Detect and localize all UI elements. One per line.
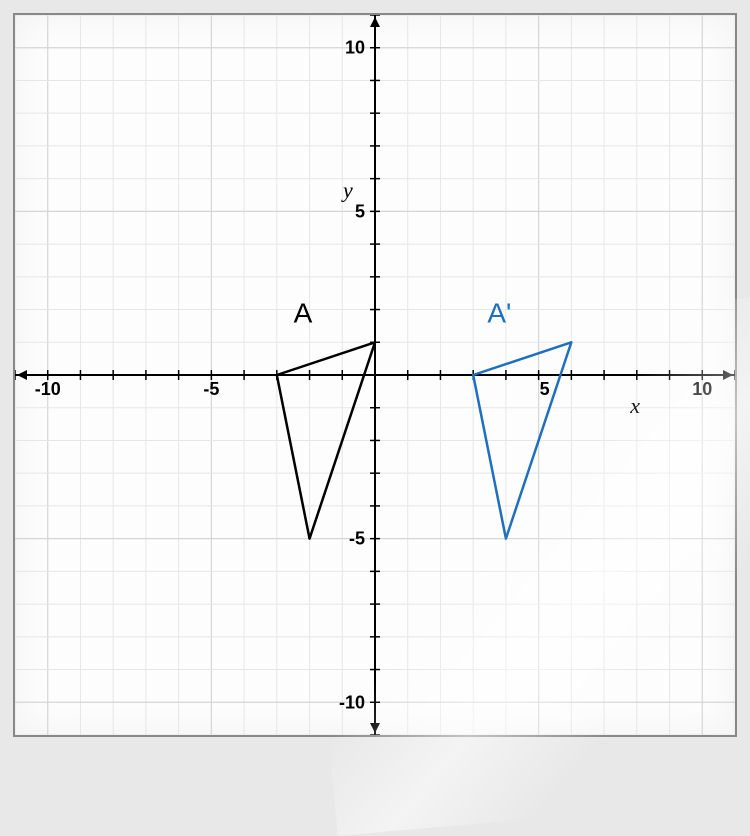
axis-arrow bbox=[17, 370, 27, 380]
axis-number: 10 bbox=[692, 379, 712, 399]
coordinate-plane: -10 -5 5 10 5 10 -5 -10 x y A A' bbox=[15, 15, 735, 735]
axis-arrow bbox=[370, 723, 380, 733]
triangle-A-prime-label: A' bbox=[487, 298, 511, 329]
axis-number: -5 bbox=[203, 379, 219, 399]
axis-arrow bbox=[370, 17, 380, 27]
axis-number: -10 bbox=[339, 692, 365, 712]
axis-number: -5 bbox=[349, 529, 365, 549]
axis-number: 5 bbox=[355, 201, 365, 221]
axis-number: -10 bbox=[35, 379, 61, 399]
chart-frame: -10 -5 5 10 5 10 -5 -10 x y A A' bbox=[13, 13, 737, 737]
axis-number: 5 bbox=[540, 379, 550, 399]
axis-arrow bbox=[723, 370, 733, 380]
triangle-A-label: A bbox=[294, 298, 313, 329]
y-axis-label: y bbox=[341, 177, 353, 202]
x-axis-label: x bbox=[629, 393, 640, 418]
axis-number: 10 bbox=[345, 38, 365, 58]
